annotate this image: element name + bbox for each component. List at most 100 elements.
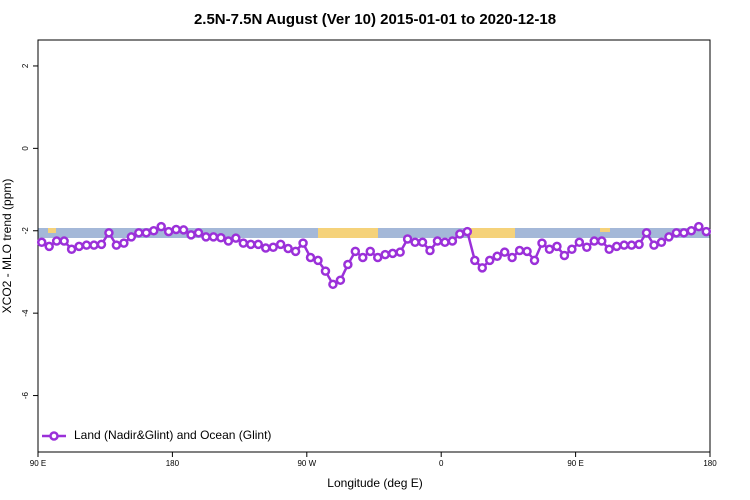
data-point bbox=[156, 221, 166, 232]
data-point bbox=[350, 246, 361, 257]
data-point bbox=[358, 252, 368, 263]
data-point bbox=[283, 243, 293, 254]
x-tick-label: 180 bbox=[703, 459, 717, 468]
data-point bbox=[447, 236, 458, 246]
data-point bbox=[141, 228, 152, 238]
data-point bbox=[477, 263, 488, 273]
data-point bbox=[260, 243, 271, 253]
data-point bbox=[410, 237, 420, 248]
data-point bbox=[313, 255, 323, 266]
data-point bbox=[44, 241, 54, 252]
data-point bbox=[664, 232, 674, 242]
data-point bbox=[126, 232, 137, 242]
data-point bbox=[425, 245, 435, 256]
data-point bbox=[641, 228, 652, 238]
data-point bbox=[119, 238, 129, 248]
data-point bbox=[484, 255, 495, 266]
data-point bbox=[380, 249, 390, 260]
data-point bbox=[81, 240, 92, 250]
data-point bbox=[193, 228, 204, 238]
data-point bbox=[253, 239, 264, 250]
data-point bbox=[365, 246, 376, 257]
data-point bbox=[89, 240, 99, 250]
data-point bbox=[611, 241, 622, 252]
data-point bbox=[529, 255, 540, 266]
data-point bbox=[589, 236, 600, 246]
x-tick-label: 0 bbox=[439, 459, 444, 468]
chart-title: 2.5N-7.5N August (Ver 10) 2015-01-01 to … bbox=[194, 11, 556, 28]
x-tick-label: 180 bbox=[166, 459, 180, 468]
data-point bbox=[104, 228, 114, 238]
data-point bbox=[507, 252, 517, 263]
data-point bbox=[178, 225, 189, 235]
y-axis-label: XCO2 - MLO trend (ppm) bbox=[0, 179, 14, 314]
x-tick-label: 90 E bbox=[567, 459, 583, 468]
data-point bbox=[671, 228, 682, 238]
y-tick-label: -4 bbox=[21, 309, 30, 317]
data-point bbox=[208, 232, 219, 242]
data-point bbox=[462, 226, 473, 237]
data-point bbox=[649, 240, 659, 250]
data-point bbox=[679, 228, 689, 238]
data-point bbox=[216, 233, 226, 243]
data-point bbox=[596, 236, 607, 246]
x-tick-label: 90 W bbox=[297, 459, 316, 468]
data-point bbox=[223, 236, 234, 246]
data-point bbox=[417, 237, 428, 248]
data-point bbox=[604, 244, 614, 255]
data-point bbox=[395, 247, 405, 257]
data-point bbox=[455, 229, 465, 239]
data-point bbox=[634, 239, 644, 250]
data-point bbox=[320, 266, 331, 276]
x-axis-label: Longitude (deg E) bbox=[327, 476, 422, 490]
x-tick-label: 90 E bbox=[30, 459, 46, 468]
data-point bbox=[387, 248, 398, 259]
data-point bbox=[656, 237, 667, 248]
legend-marker bbox=[49, 431, 59, 441]
data-point bbox=[544, 244, 555, 255]
y-tick-label: 2 bbox=[21, 63, 30, 68]
data-point bbox=[246, 239, 256, 250]
data-point bbox=[328, 279, 338, 290]
data-point bbox=[163, 226, 174, 237]
data-point bbox=[231, 233, 241, 243]
data-point bbox=[686, 226, 697, 236]
data-point bbox=[111, 240, 122, 250]
data-point bbox=[275, 239, 286, 250]
data-point bbox=[567, 244, 577, 255]
data-point bbox=[552, 241, 562, 252]
data-point bbox=[514, 245, 525, 256]
y-tick-label: 0 bbox=[21, 146, 30, 151]
data-point bbox=[186, 230, 196, 240]
data-point bbox=[492, 251, 502, 262]
data-point bbox=[372, 252, 383, 263]
data-point bbox=[59, 236, 69, 246]
data-point bbox=[499, 247, 510, 257]
data-point bbox=[537, 238, 547, 248]
data-point bbox=[559, 250, 570, 261]
data-point bbox=[582, 242, 592, 252]
data-point bbox=[74, 241, 84, 252]
data-point bbox=[36, 237, 47, 248]
data-point bbox=[626, 240, 637, 250]
y-tick-label: -2 bbox=[21, 227, 30, 235]
data-point bbox=[66, 244, 77, 255]
data-point bbox=[298, 238, 308, 248]
data-point bbox=[574, 237, 585, 248]
data-point bbox=[343, 259, 353, 270]
land-patch bbox=[48, 228, 610, 238]
data-point bbox=[134, 228, 144, 238]
data-point bbox=[619, 240, 629, 250]
legend-label: Land (Nadir&Glint) and Ocean (Glint) bbox=[74, 428, 271, 442]
plot-frame bbox=[37, 39, 711, 453]
data-point bbox=[522, 246, 532, 257]
data-point bbox=[201, 232, 211, 242]
data-point bbox=[96, 239, 107, 250]
data-point bbox=[305, 252, 316, 263]
data-point bbox=[402, 234, 413, 244]
data-point bbox=[432, 236, 443, 246]
data-point bbox=[268, 242, 278, 252]
data-point bbox=[470, 255, 480, 266]
data-point bbox=[238, 238, 249, 248]
